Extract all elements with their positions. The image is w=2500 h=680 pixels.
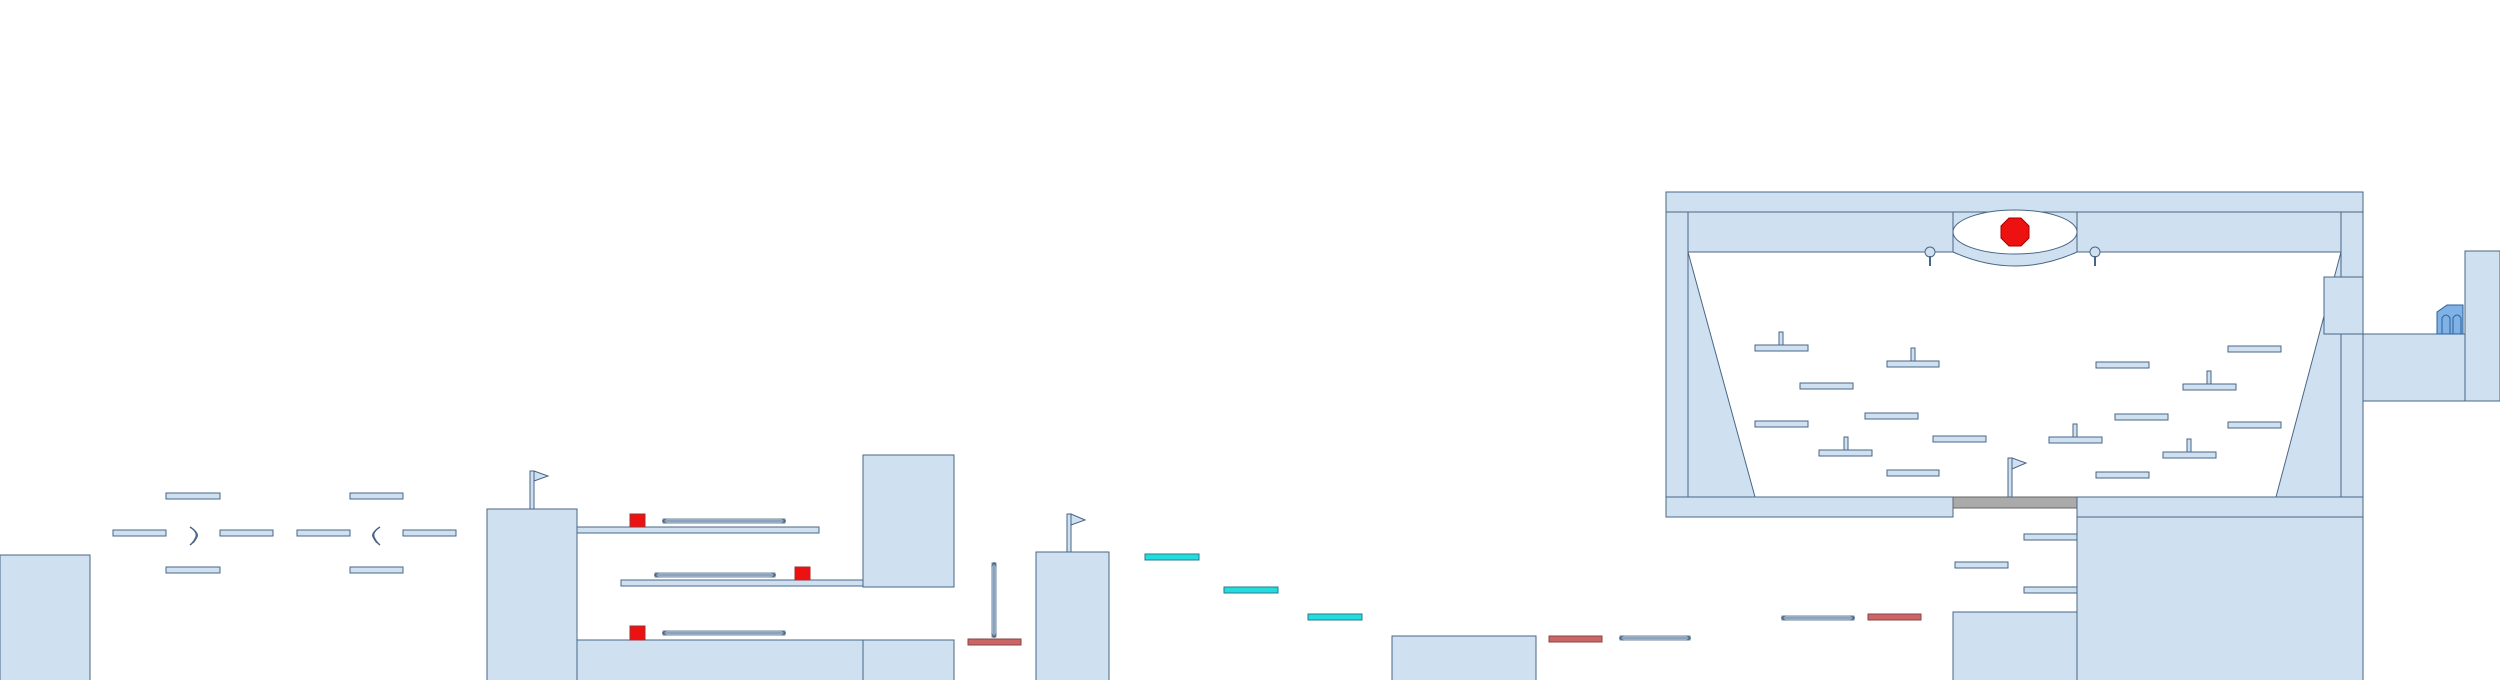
exit-wall [2464,250,2500,402]
spike-post [1910,347,1916,362]
boss-chamber [1952,209,2078,267]
double-arrow-icon [1782,616,1854,620]
platform [1886,469,1940,477]
tower-block [486,508,578,680]
arena-right-wall [2340,211,2364,498]
platform [2095,471,2150,479]
spike-post [1843,436,1849,451]
platform [2114,413,2169,421]
platform [402,529,457,537]
platform [2048,436,2103,444]
arena-platforms [1754,331,2282,479]
platform [165,492,221,500]
arena-ceiling [1665,191,2364,213]
spring-icon [189,526,198,546]
ground-block [1391,635,1537,680]
floating-platforms-left [112,492,457,574]
platform [219,529,274,537]
tower-block [1035,551,1110,680]
hazard-platform [1867,613,1922,621]
floor-block [576,639,864,680]
flag-icon [1066,513,1087,553]
bounce-platform [1144,553,1200,561]
start-block [0,554,91,680]
platform [1818,449,1873,457]
platform [2095,361,2150,369]
double-arrow-icon [663,631,785,635]
stair-platform [2023,533,2078,541]
spike-post [2186,438,2192,453]
arena-floor [1665,496,1954,518]
lower-block [1952,611,2078,680]
arena [1665,191,2364,518]
platform [1754,420,1809,428]
side-block [2323,276,2364,335]
gate [1952,496,2078,509]
enemy-block [629,625,646,641]
wall-block [862,454,955,588]
hazard-platform [1548,635,1603,643]
pin-icon [2089,246,2101,266]
upper-ledge [2076,211,2342,253]
enemy-block [794,566,811,581]
upper-ledge [1687,211,1954,253]
stair-platform [2023,586,2078,594]
exit-door-icon [2436,304,2464,335]
platform [1754,344,1809,352]
shelf-platform [576,526,820,534]
platform [1886,360,1940,368]
platform [1799,382,1854,390]
arena-floor [2076,496,2364,518]
slope-left [1687,251,1756,498]
platform [2227,421,2282,429]
double-arrow-icon [663,519,785,523]
red-gem-icon [2000,217,2030,247]
platform [112,529,167,537]
platform [296,529,351,537]
spike-post [2072,423,2078,438]
platform [2182,383,2237,391]
base-block [2076,516,2364,680]
platform [349,492,404,500]
arena-left-wall [1665,211,1689,498]
shelf-platform [620,579,864,587]
flag-icon [2007,457,2028,498]
platform [2227,345,2282,353]
flag-icon [529,470,550,510]
double-arrow-icon [1620,636,1690,640]
platform [1932,435,1987,443]
pin-icon [1924,246,1936,266]
spike-post [1778,331,1784,346]
double-arrow-icon [655,573,775,577]
vertical-arrow-icon [992,563,996,637]
platform [1864,412,1919,420]
platform [2162,451,2217,459]
floor-block [862,639,955,680]
spring-icon [372,526,381,546]
platform [349,566,404,574]
exit-ledge [2362,333,2466,402]
platform [165,566,221,574]
spike-post [2206,370,2212,385]
hazard-platform [967,638,1022,646]
stair-platform [1954,561,2009,569]
bounce-platform [1307,613,1363,621]
bounce-platform [1223,586,1279,594]
enemy-block [629,513,646,528]
